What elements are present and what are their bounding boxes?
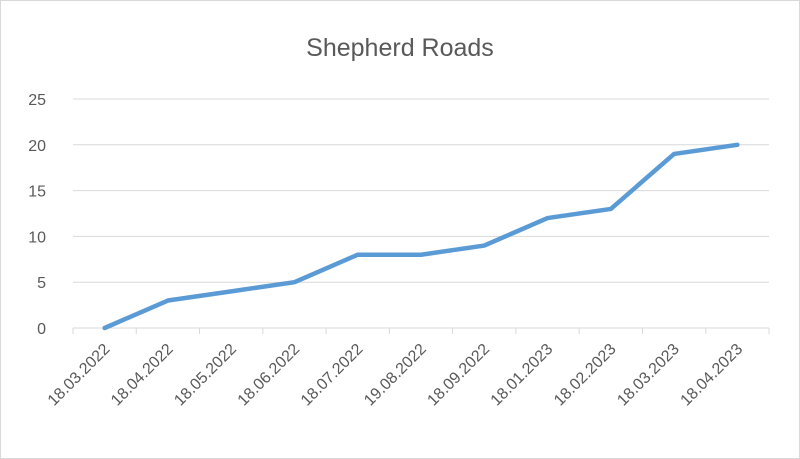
x-tick-label: 18.06.2022 (235, 341, 304, 410)
x-tick-label: 18.09.2022 (424, 341, 493, 410)
x-tick-label: 18.01.2023 (488, 341, 557, 410)
x-tick-label: 18.03.2023 (614, 341, 683, 410)
y-axis-ticks: 0 5 10 15 20 25 (28, 92, 46, 338)
data-point (230, 290, 232, 292)
data-point (357, 254, 359, 256)
y-tick-label: 0 (37, 321, 46, 338)
data-point (610, 208, 612, 210)
y-tick-label: 5 (37, 275, 46, 292)
x-tick-label: 18.02.2023 (551, 341, 620, 410)
series-group (102, 142, 740, 331)
gridlines (72, 98, 770, 334)
data-point (167, 300, 169, 302)
y-tick-label: 20 (28, 138, 46, 155)
data-point (736, 144, 738, 146)
y-tick-label: 10 (28, 229, 46, 246)
x-tick-label: 18.07.2022 (298, 341, 367, 410)
x-tick-label: 18.04.2022 (108, 341, 177, 410)
data-point (104, 327, 106, 329)
data-point (547, 217, 549, 219)
data-point (420, 254, 422, 256)
x-tick-label: 19.08.2022 (361, 341, 430, 410)
chart-title: Shepherd Roads (306, 34, 494, 62)
x-tick-label: 18.05.2022 (171, 341, 240, 410)
data-point (293, 281, 295, 283)
x-tick-label: 18.04.2023 (678, 341, 747, 410)
x-axis-ticks: 18.03.202218.04.202218.05.202218.06.2022… (45, 341, 746, 410)
x-tick-label: 18.03.2022 (45, 341, 114, 410)
data-point (673, 153, 675, 155)
y-tick-label: 25 (28, 92, 46, 109)
data-point (483, 245, 485, 247)
y-tick-label: 15 (28, 184, 46, 201)
